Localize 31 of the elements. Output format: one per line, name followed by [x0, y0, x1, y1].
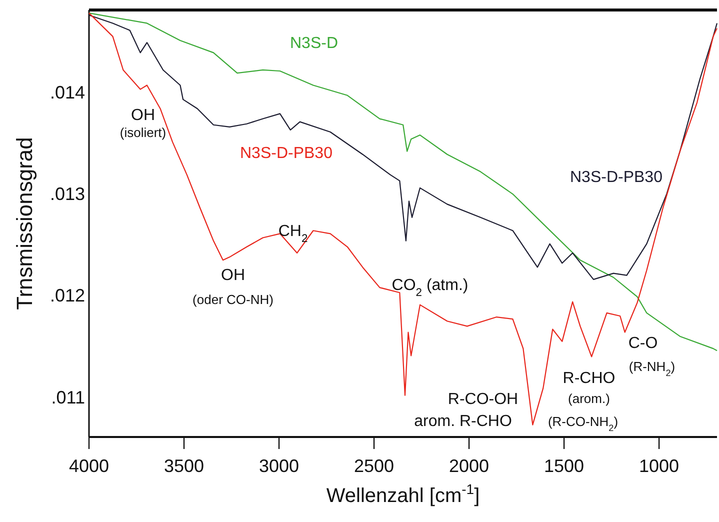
annotation: arom. R-CHO	[414, 413, 512, 430]
text: N3S-D-PB30	[240, 145, 333, 162]
x-tick-label: 2000	[449, 456, 490, 476]
line-series	[88, 14, 718, 280]
annotation: OH	[221, 267, 245, 284]
annotation: (arom.)	[568, 391, 610, 406]
annotation: C-O	[628, 335, 658, 352]
annotation: CH$_{2}$	[278, 223, 308, 245]
annotation: (R-CO-NH$_{2}$)	[548, 414, 618, 433]
x-tick-label: 3000	[258, 456, 300, 476]
y-axis-title: Trnsmissionsgrad	[12, 137, 37, 310]
line-series	[88, 12, 718, 352]
annotation: R-CO-OH	[448, 391, 518, 408]
x-axis-title: Wellenzahl [cm$^{-1}$]	[326, 481, 480, 507]
annotation: CO$_{2}$ (atm.)	[392, 277, 468, 299]
y-tick-label: .012	[50, 286, 85, 306]
x-tick-label: 1000	[639, 456, 680, 476]
series-label: N3S-D	[290, 35, 338, 52]
x-tick-label: 4000	[68, 456, 110, 476]
y-tick-label: .011	[51, 387, 85, 408]
y-tick-label: .013	[50, 184, 85, 204]
series-label: N3S-D-PB30	[570, 169, 663, 186]
annotation: (oder CO-NH)	[192, 292, 274, 307]
annotation: OH	[131, 107, 155, 124]
annotation: (isoliert)	[120, 125, 166, 140]
x-tick-label: 2500	[354, 456, 394, 476]
annotation: (R-NH$_{2}$)	[628, 359, 676, 378]
y-tick-label: .014	[50, 82, 85, 102]
x-tick-label: 3500	[164, 456, 204, 476]
annotation: R-CHO	[562, 370, 616, 387]
x-tick-label: 1500	[544, 456, 584, 476]
